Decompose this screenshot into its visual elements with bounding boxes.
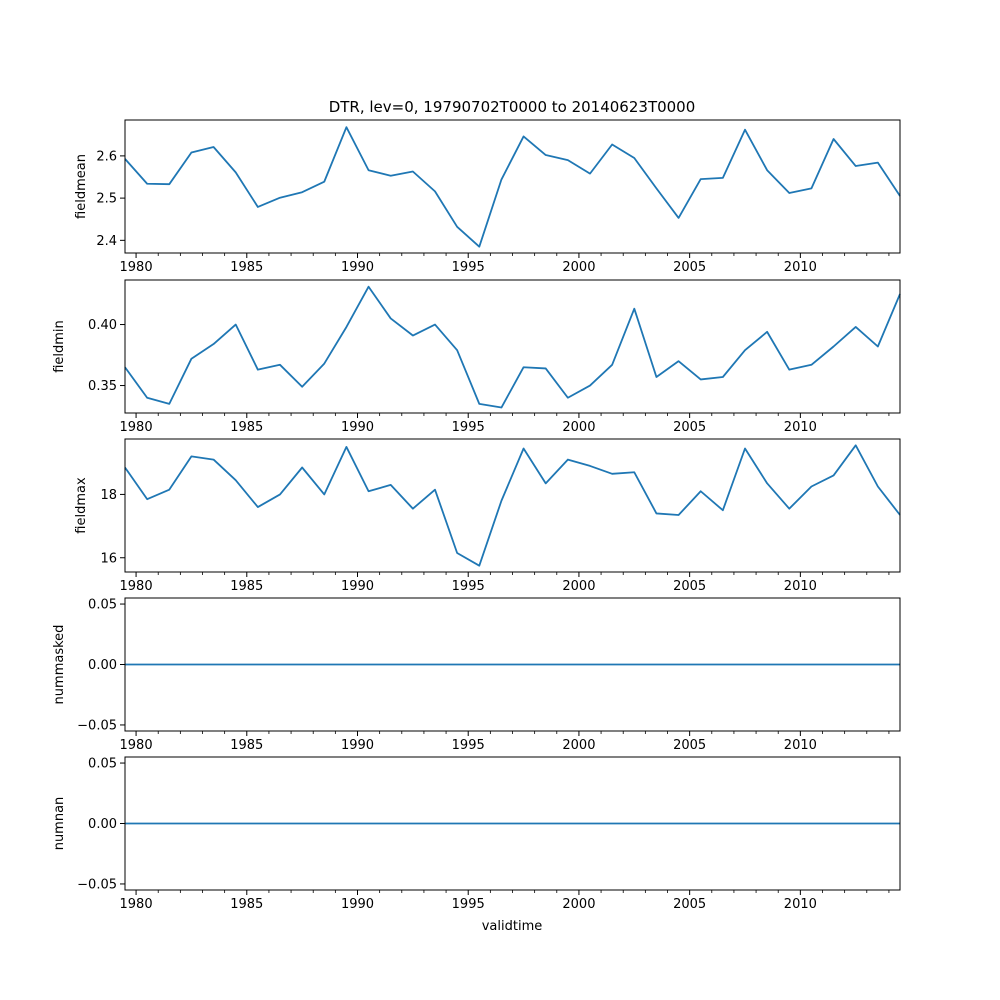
subplot-nummasked: 1980 1985 1990 1995 2000 2005 2010 −0.05 0.00 0.0… <box>52 597 901 753</box>
y-axis-label-numnan: numnan <box>52 797 67 851</box>
subplot-fieldmean: 1980 1985 1990 1995 2000 2005 2010 2.4 2.5 2.6 fie… <box>74 119 901 275</box>
x-tick-label: 1995 <box>452 579 485 594</box>
x-tick-label: 2010 <box>784 260 817 275</box>
x-tick-label: 1995 <box>452 420 485 435</box>
y-tick-label: 0.05 <box>88 598 117 613</box>
series-line-fieldmax <box>124 444 901 567</box>
x-axis-label: validtime <box>482 919 543 934</box>
x-tick-label: 2000 <box>562 897 595 912</box>
series-line-fieldmean <box>124 126 901 248</box>
y-tick-label: 2.4 <box>96 234 117 249</box>
x-tick-label: 1990 <box>341 579 374 594</box>
series-line-fieldmin <box>124 285 901 409</box>
x-tick-label: 2010 <box>784 579 817 594</box>
x-tick-label: 1980 <box>120 420 153 435</box>
y-tick-label: 0.00 <box>88 817 117 832</box>
x-tick-label: 2010 <box>784 420 817 435</box>
x-tick-label: 1980 <box>120 260 153 275</box>
y-tick-label: 16 <box>100 551 117 566</box>
x-tick-label: 1995 <box>452 260 485 275</box>
x-tick-label: 2005 <box>673 738 706 753</box>
x-tick-label: 2000 <box>562 738 595 753</box>
x-tick-label: 2000 <box>562 579 595 594</box>
x-tick-label: 1985 <box>230 420 263 435</box>
x-tick-label: 1980 <box>120 897 153 912</box>
y-tick-label: −0.05 <box>77 877 117 892</box>
x-tick-label: 1985 <box>230 897 263 912</box>
y-axis-label-fieldmax: fieldmax <box>74 477 89 534</box>
y-tick-label: −0.05 <box>77 718 117 733</box>
subplot-fieldmax: 1980 1985 1990 1995 2000 2005 2010 16 18 fieldmax <box>74 438 901 594</box>
x-tick-label: 1995 <box>452 738 485 753</box>
x-tick-label: 1995 <box>452 897 485 912</box>
x-tick-label: 1980 <box>120 738 153 753</box>
x-tick-label: 1985 <box>230 579 263 594</box>
y-tick-label: 0.00 <box>88 658 117 673</box>
x-tick-label: 1990 <box>341 738 374 753</box>
x-tick-label: 2005 <box>673 260 706 275</box>
y-tick-label: 2.6 <box>96 149 117 164</box>
x-tick-label: 2000 <box>562 420 595 435</box>
y-tick-label: 18 <box>100 488 117 503</box>
x-tick-label: 2005 <box>673 420 706 435</box>
x-tick-label: 2005 <box>673 897 706 912</box>
y-tick-label: 0.40 <box>88 318 117 333</box>
y-tick-label: 2.5 <box>96 192 117 207</box>
x-tick-label: 1990 <box>341 897 374 912</box>
x-tick-label: 2005 <box>673 579 706 594</box>
x-tick-label: 2010 <box>784 738 817 753</box>
y-tick-label: 0.05 <box>88 757 117 772</box>
y-axis-label-fieldmean: fieldmean <box>74 154 89 219</box>
x-tick-label: 1980 <box>120 579 153 594</box>
x-tick-label: 1990 <box>341 420 374 435</box>
y-tick-label: 0.35 <box>88 379 117 394</box>
x-tick-label: 1985 <box>230 738 263 753</box>
x-tick-label: 1990 <box>341 260 374 275</box>
subplot-stack: 1980 1985 1990 1995 2000 2005 2010 2.4 2.5 2.6 fie… <box>52 119 901 912</box>
x-tick-label: 2000 <box>562 260 595 275</box>
figure-title: DTR, lev=0, 19790702T0000 to 20140623T00… <box>329 98 696 116</box>
x-tick-label: 2010 <box>784 897 817 912</box>
y-axis-label-fieldmin: fieldmin <box>52 320 67 373</box>
x-tick-label: 1985 <box>230 260 263 275</box>
y-axis-label-nummasked: nummasked <box>52 625 67 705</box>
subplot-numnan: 1980 1985 1990 1995 2000 2005 2010 −0.05 0.00 0.0… <box>52 756 901 912</box>
subplot-fieldmin: 1980 1985 1990 1995 2000 2005 2010 0.35 0.40 fiel… <box>52 279 901 435</box>
